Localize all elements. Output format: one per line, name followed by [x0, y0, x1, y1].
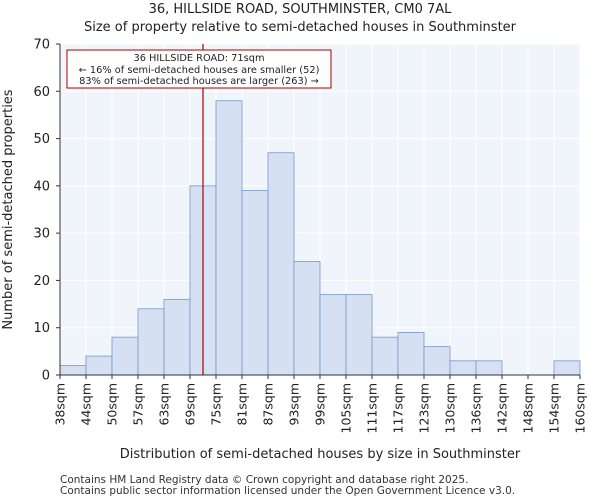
x-tick-label: 130sqm — [443, 383, 458, 433]
footer-line-2: Contains public sector information licen… — [60, 485, 516, 497]
x-tick-label: 93sqm — [287, 383, 302, 426]
chart-title: 36, HILLSIDE ROAD, SOUTHMINSTER, CM0 7AL — [148, 2, 452, 17]
x-tick-label: 123sqm — [417, 383, 432, 433]
y-axis-label: Number of semi-detached properties — [1, 89, 16, 329]
histogram-bar — [475, 360, 503, 376]
x-tick-label: 44sqm — [79, 383, 94, 426]
histogram-bar — [111, 336, 139, 376]
histogram-bar — [449, 360, 477, 376]
y-tick-label: 0 — [42, 369, 50, 384]
footer-line-1: Contains HM Land Registry data © Crown c… — [60, 474, 469, 486]
histogram-bar — [345, 294, 373, 376]
y-tick-label: 20 — [33, 274, 50, 289]
histogram-bar — [85, 355, 113, 376]
histogram-bar — [319, 294, 347, 376]
histogram-bar — [137, 308, 165, 376]
x-tick-label: 69sqm — [183, 383, 198, 426]
x-tick-label: 50sqm — [105, 383, 120, 426]
y-tick-label: 30 — [33, 227, 50, 242]
x-tick-label: 117sqm — [391, 383, 406, 433]
x-tick-label: 87sqm — [261, 383, 276, 426]
x-tick-label: 111sqm — [365, 383, 380, 433]
x-tick-label: 81sqm — [235, 383, 250, 426]
x-tick-label: 160sqm — [573, 383, 588, 433]
chart-subtitle: Size of property relative to semi-detach… — [83, 20, 517, 35]
histogram-bar — [59, 365, 87, 376]
annotation-line: ← 16% of semi-detached houses are smalle… — [79, 65, 320, 76]
annotation-box — [66, 49, 332, 89]
x-tick-label: 105sqm — [339, 383, 354, 433]
histogram-bar — [163, 298, 191, 376]
annotation-line: 36 HILLSIDE ROAD: 71sqm — [133, 53, 264, 64]
x-axis-label: Distribution of semi-detached houses by … — [120, 447, 521, 462]
histogram-bar — [267, 152, 295, 376]
x-tick-label: 38sqm — [53, 383, 68, 426]
x-tick-label: 136sqm — [469, 383, 484, 433]
histogram-bar — [215, 100, 243, 376]
x-tick-label: 142sqm — [495, 383, 510, 433]
x-tick-label: 154sqm — [547, 383, 562, 433]
x-tick-label: 99sqm — [313, 383, 328, 426]
histogram-bar — [371, 336, 399, 376]
histogram-bar — [293, 261, 321, 376]
histogram-bar — [397, 332, 425, 376]
x-tick-label: 63sqm — [157, 383, 172, 426]
y-tick-label: 40 — [33, 179, 50, 194]
y-tick-label: 70 — [33, 38, 50, 53]
y-tick-label: 60 — [33, 85, 50, 100]
histogram-bar — [241, 190, 269, 376]
annotation-line: 83% of semi-detached houses are larger (… — [79, 76, 319, 87]
histogram-bar — [423, 346, 451, 376]
x-tick-label: 75sqm — [209, 383, 224, 426]
y-tick-label: 50 — [33, 132, 50, 147]
y-tick-label: 10 — [33, 321, 50, 336]
x-tick-label: 148sqm — [521, 383, 536, 433]
histogram-bar — [553, 360, 581, 376]
x-tick-label: 57sqm — [131, 383, 146, 426]
